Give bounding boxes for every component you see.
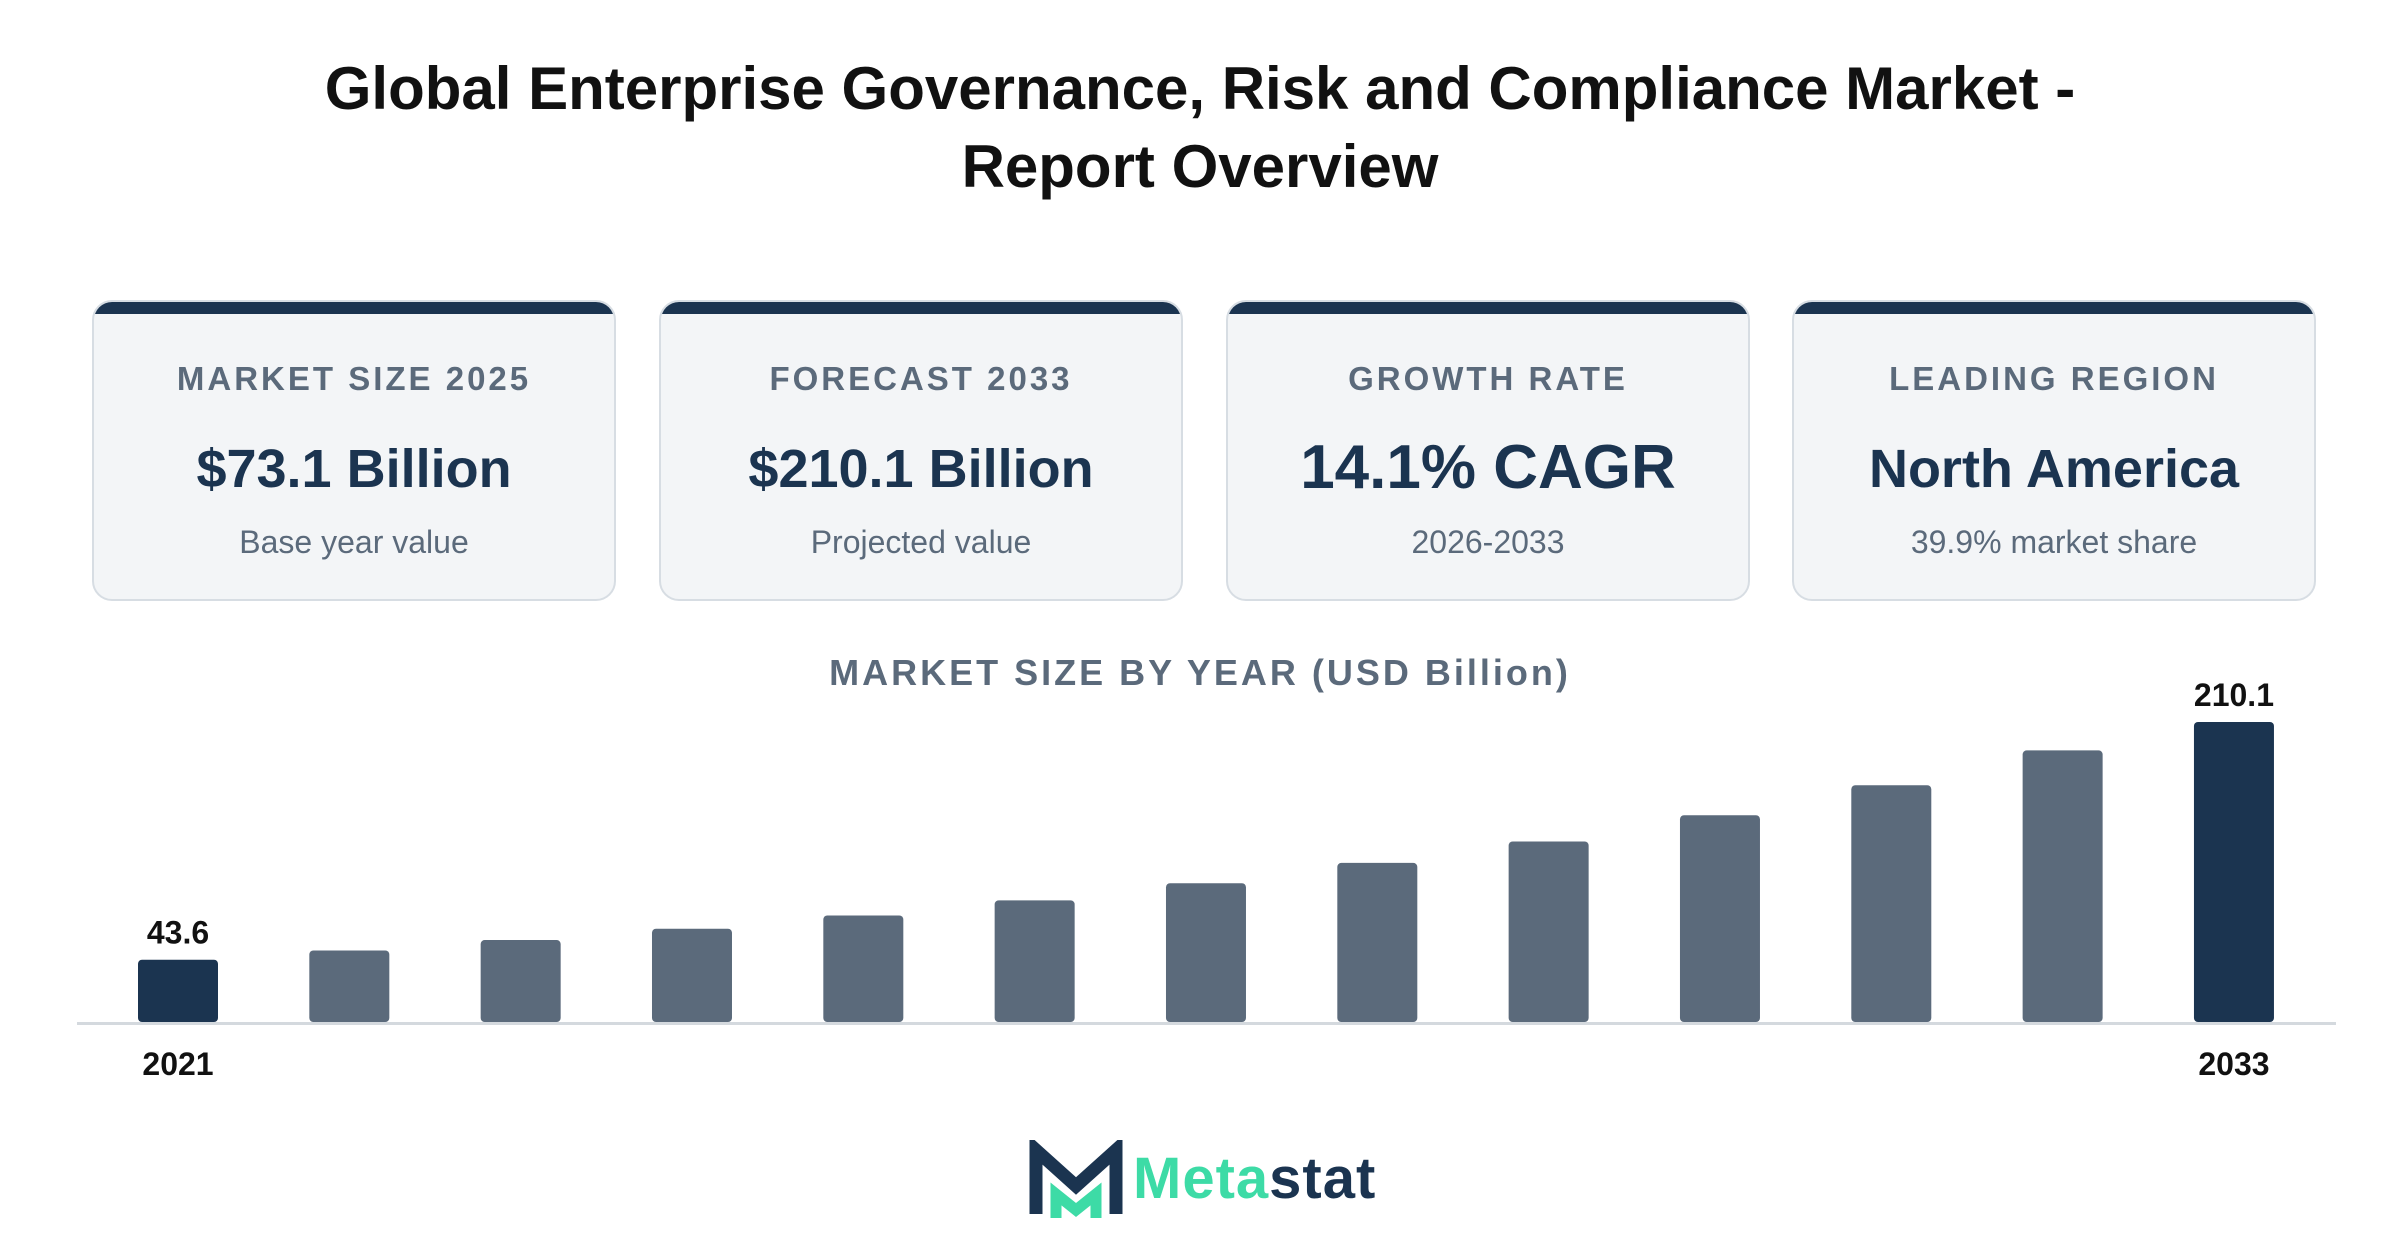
card-value: $73.1 Billion: [196, 439, 512, 499]
card-market-size: MARKET SIZE 2025 $73.1 Billion Base year…: [92, 300, 616, 601]
bar-2029: [1508, 841, 1589, 1022]
bar-2026: [994, 900, 1075, 1022]
logo-word-part-2: stat: [1269, 1146, 1377, 1211]
card-accent-bar: [661, 302, 1181, 314]
bar-2024: [651, 928, 732, 1022]
card-growth-rate: GROWTH RATE 14.1% CAGR 2026-2033: [1226, 300, 1750, 601]
bar-2022: [309, 950, 390, 1022]
data-label-2021: 43.6: [147, 915, 209, 951]
bar-2028: [1337, 862, 1418, 1022]
card-label: MARKET SIZE 2025: [176, 360, 532, 397]
data-label-2033: 210.1: [2194, 677, 2274, 713]
card-leading-region: LEADING REGION North America 39.9% marke…: [1792, 300, 2316, 601]
bar-2031: [1851, 785, 1932, 1022]
card-value: 14.1% CAGR: [1300, 433, 1676, 502]
bar-2023: [480, 940, 561, 1022]
bar-2025: [823, 915, 904, 1022]
card-forecast: FORECAST 2033 $210.1 Billion Projected v…: [659, 300, 1183, 601]
card-label: GROWTH RATE: [1348, 360, 1628, 397]
card-subtext: 39.9% market share: [1910, 524, 2198, 560]
logo-word-part-1: Meta: [1133, 1146, 1270, 1211]
bar-2030: [1679, 815, 1760, 1022]
title-line-2: Report Overview: [961, 133, 1439, 200]
bar-2021: [138, 959, 218, 1022]
card-subtext: 2026-2033: [1411, 524, 1565, 560]
card-accent-bar: [94, 302, 614, 314]
card-subtext: Base year value: [239, 524, 469, 560]
summary-cards: MARKET SIZE 2025 $73.1 Billion Base year…: [92, 300, 2320, 603]
bar-chart: 43.6 2021 210.1 2033: [77, 677, 2336, 1082]
bar-2033: [2193, 722, 2274, 1022]
bar-2032: [2022, 750, 2103, 1022]
bar-2027: [1165, 883, 1246, 1022]
x-tick-label-2021: 2021: [142, 1046, 213, 1082]
card-accent-bar: [1794, 302, 2314, 314]
metastat-logo-icon: [1029, 1140, 1123, 1218]
card-accent-bar: [1228, 302, 1748, 314]
card-label: FORECAST 2033: [769, 360, 1073, 397]
card-label: LEADING REGION: [1889, 360, 2219, 397]
title-line-1: Global Enterprise Governance, Risk and C…: [324, 55, 2076, 122]
page-title: Global Enterprise Governance, Risk and C…: [200, 50, 2200, 206]
card-subtext: Projected value: [810, 524, 1032, 560]
logo-wordmark: Metastat: [1133, 1144, 1376, 1214]
card-value: North America: [1868, 439, 2240, 499]
chart-title: MARKET SIZE BY YEAR (USD Billion): [829, 652, 1571, 693]
metastat-logo: Metastat: [1028, 1140, 1388, 1220]
card-value: $210.1 Billion: [748, 439, 1094, 499]
x-tick-label-2033: 2033: [2198, 1046, 2269, 1082]
